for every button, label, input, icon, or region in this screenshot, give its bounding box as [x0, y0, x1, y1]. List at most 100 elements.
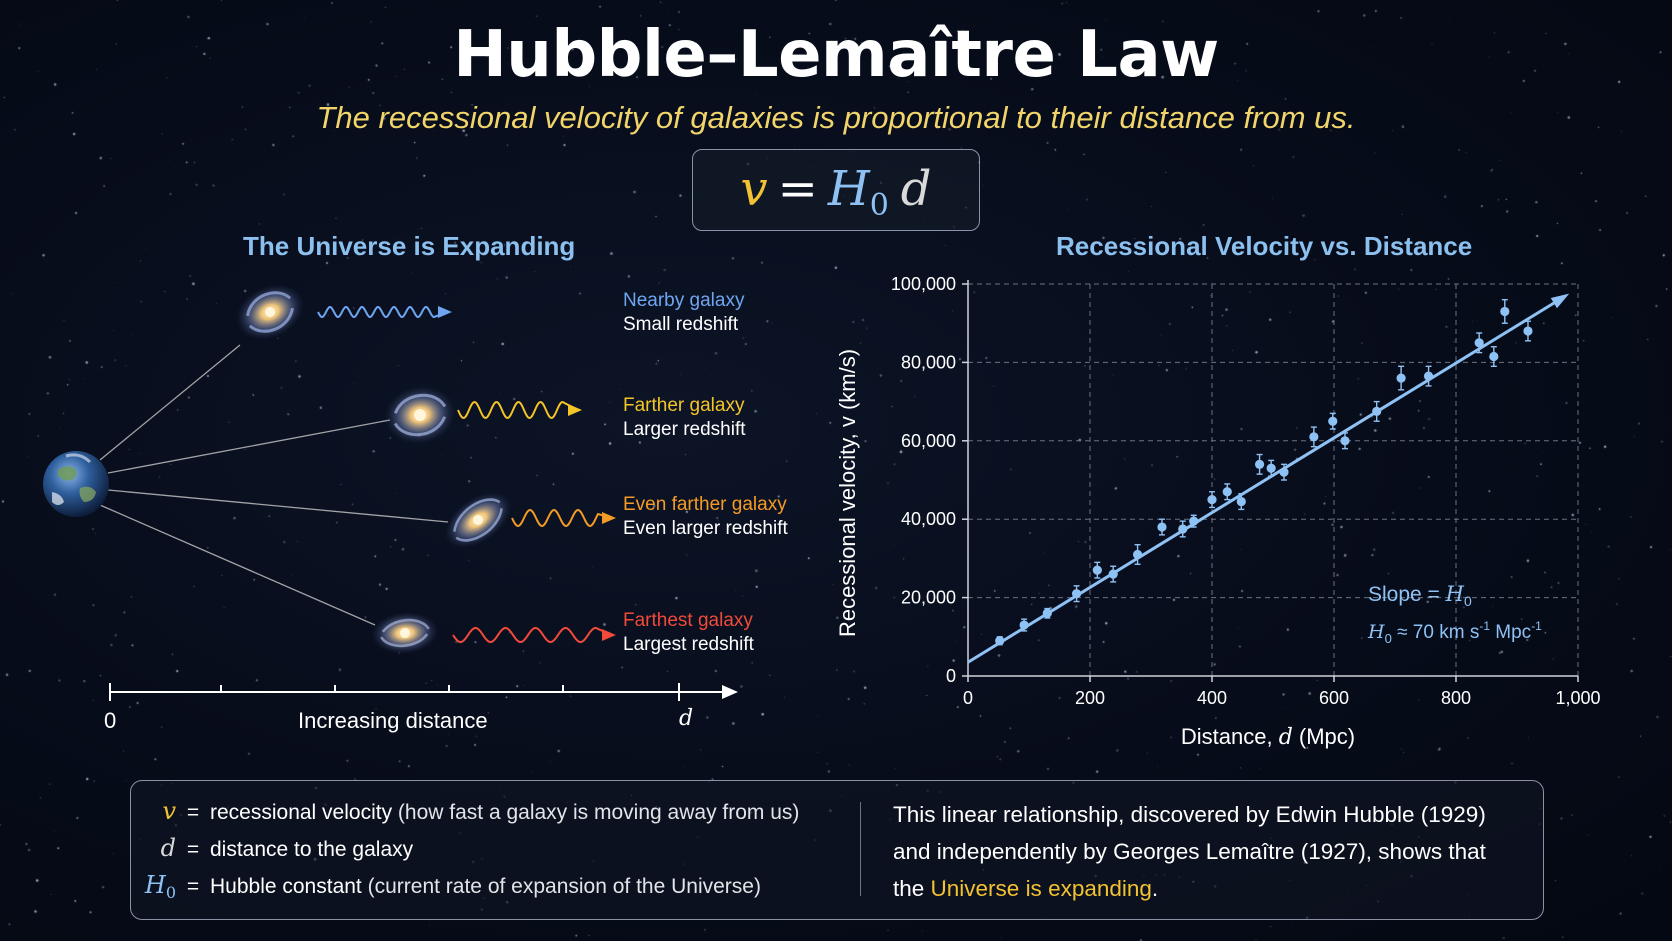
data-point	[1071, 589, 1082, 599]
y-axis-label: Recessional velocity, v (km/s)	[835, 349, 860, 637]
distance-axis-label: Increasing distance	[298, 708, 488, 733]
data-point	[1489, 351, 1499, 362]
distance-axis-end: d	[679, 706, 694, 731]
y-tick-label: 20,000	[901, 588, 956, 608]
galaxy-icon-2	[384, 385, 456, 445]
definitions-box	[130, 780, 1544, 920]
definition-h0-desc: (current rate of expansion of the Univer…	[361, 875, 761, 898]
definition-h0-equals: =	[186, 875, 200, 898]
data-point	[1092, 565, 1102, 575]
data-point	[1019, 620, 1029, 630]
galaxy-shift-2: Larger redshift	[623, 419, 746, 440]
data-point	[1309, 432, 1319, 442]
fit-line	[967, 294, 1567, 664]
data-point	[1254, 459, 1265, 469]
slope-annotation: Slope = H0	[1368, 582, 1472, 609]
formula-h-subscript: 0	[869, 188, 889, 223]
x-tick-label: 0	[963, 688, 973, 708]
formula-equals: =	[777, 161, 818, 217]
formula-box: v = H0 d	[692, 149, 980, 231]
definition-h0-term: Hubble constant	[210, 875, 362, 898]
earth-icon	[43, 451, 109, 517]
redshift-arrow-1	[438, 306, 452, 318]
distance-axis-zero: 0	[104, 708, 117, 733]
definition-d: d = distance to the galaxy	[130, 834, 414, 862]
sight-line-4	[99, 504, 376, 626]
galaxy-icon-1	[235, 283, 305, 341]
data-point	[1372, 406, 1382, 416]
data-point	[1042, 608, 1052, 618]
data-point	[1189, 516, 1199, 526]
note-highlight: Universe is expanding	[930, 876, 1152, 901]
data-point	[1279, 467, 1289, 477]
galaxy-label-2: Farther galaxy Larger redshift	[623, 394, 746, 442]
data-point	[1500, 306, 1510, 317]
data-point	[1266, 463, 1276, 473]
expansion-diagram	[43, 283, 738, 701]
data-point	[995, 636, 1005, 646]
y-tick-label: 40,000	[901, 509, 956, 529]
y-tick-label: 100,000	[891, 274, 956, 294]
sight-line-1	[99, 344, 241, 461]
definition-v-desc: (how fast a galaxy is moving away from u…	[392, 801, 800, 824]
fit-line-arrow	[1550, 293, 1570, 309]
data-point	[1396, 373, 1406, 383]
data-point	[1132, 549, 1143, 560]
galaxy-icon-4	[371, 611, 439, 655]
expanding-heading: The Universe is Expanding	[243, 231, 576, 261]
definition-d-term: distance to the galaxy	[210, 838, 414, 861]
definition-h0-symbol: H0	[144, 871, 176, 902]
galaxy-label-4: Farthest galaxy Largest redshift	[623, 609, 754, 657]
data-point	[1423, 371, 1434, 381]
redshift-arrow-4	[602, 629, 616, 641]
x-tick-label: 800	[1441, 688, 1471, 708]
distance-axis	[109, 683, 738, 701]
data-point	[1474, 338, 1484, 348]
note-line-2: and independently by Georges Lemaître (1…	[893, 839, 1486, 864]
data-point	[1178, 524, 1188, 534]
galaxy-shift-3: Even larger redshift	[623, 518, 788, 539]
galaxy-name-4: Farthest galaxy	[623, 610, 753, 631]
galaxy-name-3: Even farther galaxy	[623, 494, 787, 515]
galaxy-name-1: Nearby galaxy	[623, 290, 745, 311]
history-note: This linear relationship, discovered by …	[893, 796, 1523, 907]
y-tick-label: 80,000	[901, 352, 956, 372]
redshift-arrow-2	[568, 404, 582, 416]
galaxy-shift-1: Small redshift	[623, 314, 739, 335]
data-point	[1340, 436, 1350, 446]
note-line-1: This linear relationship, discovered by …	[893, 802, 1486, 827]
formula-v: v	[740, 161, 768, 217]
sight-line-2	[107, 419, 391, 474]
galaxy-label-1: Nearby galaxy Small redshift	[623, 289, 744, 337]
hubble-scatter-chart: 0 200 400 600 800 1,000 0 20,000 40,000 60,000 80,…	[835, 274, 1601, 750]
definition-v-equals: =	[186, 801, 200, 824]
galaxy-name-2: Farther galaxy	[623, 395, 745, 416]
galaxy-shift-4: Largest redshift	[623, 634, 754, 655]
data-point	[1236, 496, 1246, 507]
data-point	[1222, 487, 1232, 497]
definitions-divider	[860, 802, 861, 896]
data-point	[1108, 569, 1118, 579]
formula-h: H	[827, 161, 870, 217]
definition-v-term: recessional velocity	[210, 801, 393, 824]
x-tick-label: 200	[1075, 688, 1105, 708]
x-axis-label: Distance, d (Mpc)	[1181, 724, 1355, 750]
sight-line-3	[107, 489, 449, 523]
page-title: Hubble–Lemaître Law	[453, 18, 1219, 92]
x-tick-label: 400	[1197, 688, 1227, 708]
redshift-wave-3	[511, 508, 613, 528]
x-tick-label: 1,000	[1555, 688, 1600, 708]
x-tick-label: 600	[1319, 688, 1349, 708]
definition-v-symbol: v	[162, 797, 176, 825]
redshift-arrow-3	[602, 512, 616, 524]
note-line-3: the Universe is expanding.	[893, 876, 1159, 901]
h0-value-annotation: H0 ≈ 70 km s-1 Mpc-1	[1367, 619, 1542, 646]
data-point	[1523, 326, 1533, 336]
chart-title: Recessional Velocity vs. Distance	[1056, 231, 1473, 261]
redshift-wave-1	[317, 305, 449, 319]
data-point	[1207, 495, 1217, 505]
definition-v: v = recessional velocity (how fast a galax…	[130, 797, 799, 825]
y-tick-label: 0	[946, 666, 956, 686]
galaxy-icon-3	[444, 491, 512, 549]
galaxy-label-3: Even farther galaxy Even larger redshift	[623, 493, 788, 541]
